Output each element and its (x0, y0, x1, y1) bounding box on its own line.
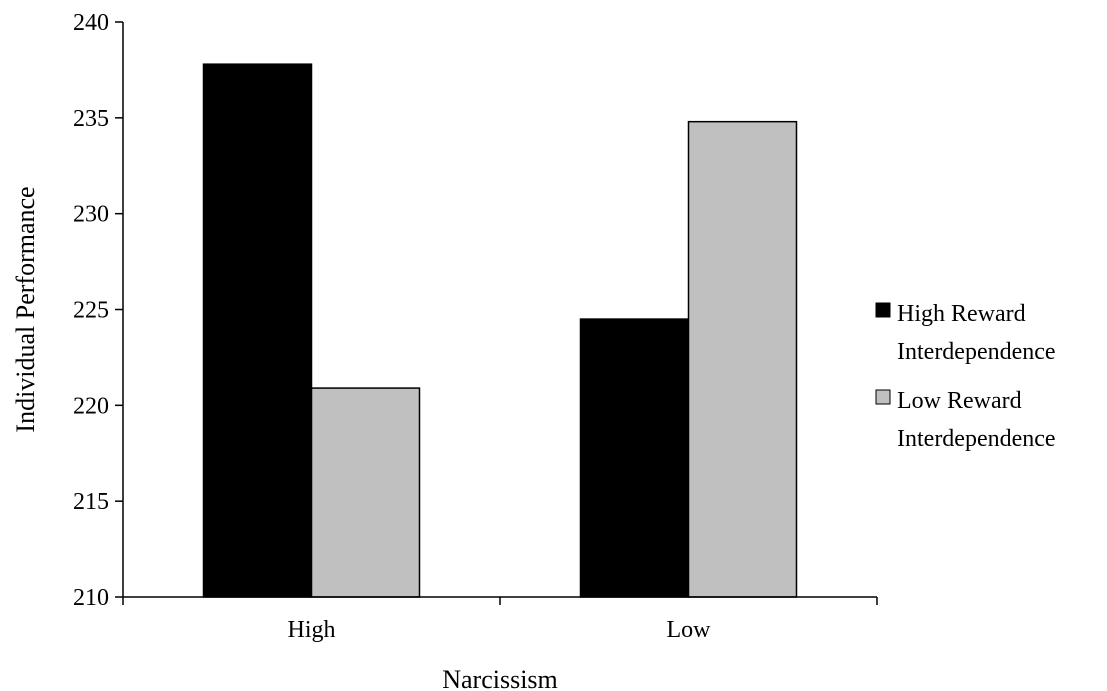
bar-low-series-1 (579, 318, 690, 598)
bar-low-series-2 (687, 120, 798, 598)
legend-label: Low Reward (897, 388, 1022, 414)
bar-high-series-2 (310, 387, 421, 598)
bars (202, 63, 798, 598)
legend: High Reward Interdependence Low Reward Inte… (875, 301, 1056, 452)
bar-high-series-1 (202, 63, 313, 598)
x-axis-title: Narcissism (442, 665, 558, 691)
legend-label: Interdependence (897, 339, 1056, 365)
y-axis-ticks: 210 215 220 225 230 235 240 (73, 10, 123, 611)
legend-swatch (875, 389, 891, 405)
y-tick-label: 215 (73, 489, 109, 515)
y-axis-title: Individual Performance (11, 186, 40, 432)
y-tick-label: 225 (73, 298, 109, 324)
x-tick-label: Low (667, 617, 712, 643)
y-tick-label: 220 (73, 393, 109, 419)
y-tick-label: 230 (73, 202, 109, 228)
legend-label: High Reward (897, 301, 1026, 327)
x-axis-ticks: High Low (122, 597, 878, 643)
legend-label: Interdependence (897, 426, 1056, 452)
legend-swatch (875, 302, 891, 318)
y-tick-label: 235 (73, 106, 109, 132)
y-tick-label: 240 (73, 10, 109, 36)
y-tick-label: 210 (73, 585, 109, 611)
x-tick-label: High (288, 617, 336, 643)
